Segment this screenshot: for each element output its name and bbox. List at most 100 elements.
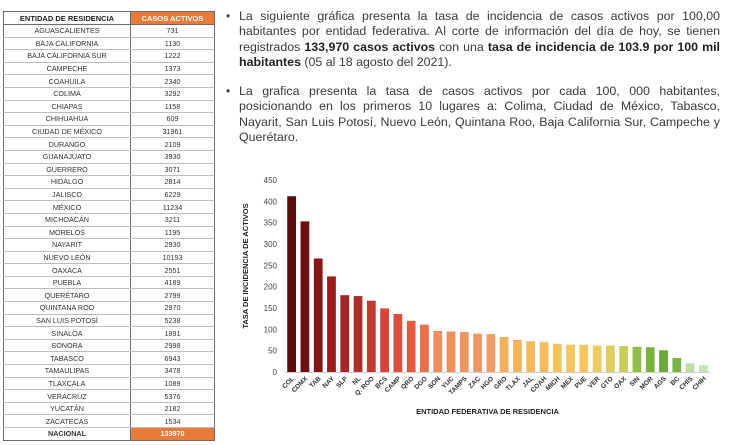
table-row: CIUDAD DE MÉXICO 31961 bbox=[3, 125, 215, 139]
bar bbox=[685, 363, 695, 372]
category-label: OAX bbox=[613, 375, 628, 390]
table-row: ZACATECAS 1534 bbox=[3, 414, 215, 428]
bar bbox=[672, 357, 682, 372]
active-cases-cell: 2551 bbox=[130, 263, 215, 277]
active-cases-cell: 2182 bbox=[130, 402, 215, 416]
table-row: CAMPECHE 1373 bbox=[3, 62, 215, 76]
bar bbox=[287, 196, 297, 372]
active-cases-cell: 1089 bbox=[130, 377, 215, 391]
state-name-cell: TLAXCALA bbox=[3, 377, 131, 391]
table-row: BAJA CALIFORNIA 1130 bbox=[3, 37, 215, 51]
table-row: GUERRERO 3071 bbox=[3, 163, 215, 177]
incidence-rate-highlight: tasa de incidencia de 103.9 por 100 mil … bbox=[239, 39, 720, 70]
state-name-cell: AGUASCALIENTES bbox=[3, 24, 131, 38]
category-label: AGS bbox=[653, 375, 668, 390]
category-label: MICH bbox=[545, 375, 562, 392]
state-name-cell: ZACATECAS bbox=[3, 414, 131, 428]
bar bbox=[645, 347, 655, 372]
bar bbox=[592, 345, 602, 372]
active-cases-cell: 11234 bbox=[130, 200, 215, 214]
state-name-cell: SAN LUIS POTOSÍ bbox=[3, 314, 131, 328]
table-row: MICHOACÁN 3211 bbox=[3, 213, 215, 227]
active-cases-cell: 3292 bbox=[130, 87, 215, 101]
bar bbox=[619, 345, 629, 372]
y-tick-label: 50 bbox=[268, 347, 277, 356]
bar bbox=[366, 300, 376, 372]
category-label: VER bbox=[587, 375, 602, 390]
bar bbox=[300, 221, 310, 372]
bar bbox=[698, 365, 708, 372]
table-row: TLAXCALA 1089 bbox=[3, 377, 215, 391]
state-name-cell: CHIAPAS bbox=[3, 100, 131, 114]
bullet-icon: • bbox=[226, 84, 231, 98]
bar bbox=[513, 340, 522, 372]
state-name-cell: CIUDAD DE MÉXICO bbox=[3, 125, 131, 139]
active-cases-cell: 2814 bbox=[130, 175, 215, 189]
bar bbox=[526, 341, 536, 372]
text-span: (05 al 18 agosto del 2021). bbox=[300, 55, 452, 70]
bar bbox=[406, 320, 416, 372]
active-cases-cell: 1891 bbox=[130, 326, 215, 340]
state-name-cell: QUINTANA ROO bbox=[3, 301, 131, 315]
category-label: SLP bbox=[335, 375, 349, 389]
state-name-cell: BAJA CALIFORNIA bbox=[3, 37, 131, 51]
bar bbox=[327, 276, 336, 372]
active-cases-cell: 1130 bbox=[130, 37, 215, 51]
state-name-cell: SONORA bbox=[3, 339, 131, 353]
table-row: MÉXICO 11234 bbox=[3, 200, 215, 214]
state-name-cell: BAJA CALIFORNIA SUR bbox=[3, 49, 131, 63]
active-cases-cell: 3478 bbox=[130, 364, 215, 378]
state-name-cell: GUERRERO bbox=[3, 163, 131, 177]
state-name-cell: MORELOS bbox=[3, 226, 131, 240]
total-label-cell: NACIONAL bbox=[3, 427, 131, 441]
category-label: NL bbox=[351, 375, 362, 386]
active-cases-cell: 6229 bbox=[130, 188, 215, 202]
state-name-cell: TAMAULIPAS bbox=[3, 364, 131, 378]
paragraph-incidence-text: La siguiente gráfica presenta la tasa de… bbox=[226, 9, 720, 71]
state-name-cell: CHIHUAHUA bbox=[3, 112, 131, 126]
bar bbox=[446, 331, 456, 372]
state-name-cell: TABASCO bbox=[3, 351, 131, 366]
state-name-cell: NUEVO LEÓN bbox=[3, 251, 131, 265]
active-cases-cell: 2109 bbox=[130, 137, 215, 151]
category-label: TAB bbox=[308, 375, 322, 389]
table-row: NUEVO LEÓN 10193 bbox=[3, 251, 215, 265]
category-label: PUE bbox=[574, 375, 589, 390]
text-span: con una bbox=[435, 39, 488, 54]
header-active-cases: CASOS ACTIVOS bbox=[130, 11, 215, 25]
category-label: MEX bbox=[560, 375, 575, 390]
table-row: VERACRUZ 5376 bbox=[3, 389, 215, 403]
category-label: CHIH bbox=[691, 375, 708, 392]
table-row: SAN LUIS POTOSÍ 5238 bbox=[3, 314, 215, 328]
bar bbox=[433, 331, 443, 372]
state-name-cell: DURANGO bbox=[3, 137, 131, 151]
table-row: AGUASCALIENTES 731 bbox=[3, 24, 215, 38]
category-label: TLAX bbox=[505, 375, 523, 393]
category-label: DGO bbox=[413, 375, 429, 391]
y-tick-label: 450 bbox=[264, 176, 278, 185]
table-row: TABASCO 6943 bbox=[3, 351, 215, 366]
active-cases-cell: 10193 bbox=[130, 251, 215, 265]
state-name-cell: MÉXICO bbox=[3, 200, 131, 214]
table-row: TAMAULIPAS 3478 bbox=[3, 364, 215, 378]
x-axis-title: ENTIDAD FEDERATIVA DE RESIDENCIA bbox=[416, 407, 559, 416]
category-label: QRO bbox=[400, 375, 416, 391]
table-row: NAYARIT 2930 bbox=[3, 238, 215, 252]
table-row: PUEBLA 4189 bbox=[3, 276, 215, 290]
table-row: SONORA 2998 bbox=[3, 339, 215, 353]
y-tick-label: 350 bbox=[264, 219, 278, 228]
active-cases-cell: 3211 bbox=[130, 213, 215, 227]
bar bbox=[606, 345, 615, 372]
active-cases-cell: 3930 bbox=[130, 150, 215, 164]
bar bbox=[380, 308, 389, 372]
table-row: DURANGO 2109 bbox=[3, 137, 215, 151]
active-cases-cell: 5376 bbox=[130, 389, 215, 403]
table-row: GUANAJUATO 3930 bbox=[3, 150, 215, 164]
state-name-cell: COAHUILA bbox=[3, 74, 131, 88]
total-value-cell: 133970 bbox=[130, 427, 215, 441]
active-cases-cell: 1195 bbox=[130, 226, 215, 240]
table-total-row: NACIONAL 133970 bbox=[3, 427, 215, 441]
table-row: QUERÉTARO 2799 bbox=[3, 288, 215, 303]
active-cases-cell: 1534 bbox=[130, 414, 215, 428]
